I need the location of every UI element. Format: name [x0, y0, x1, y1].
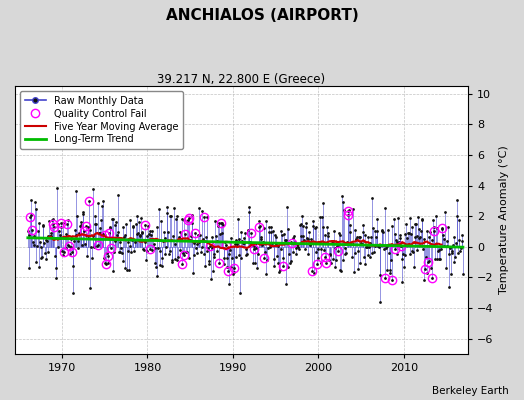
Text: ANCHIALOS (AIRPORT): ANCHIALOS (AIRPORT)	[166, 8, 358, 23]
Y-axis label: Temperature Anomaly (°C): Temperature Anomaly (°C)	[499, 146, 509, 294]
Title: 39.217 N, 22.800 E (Greece): 39.217 N, 22.800 E (Greece)	[157, 73, 325, 86]
Legend: Raw Monthly Data, Quality Control Fail, Five Year Moving Average, Long-Term Tren: Raw Monthly Data, Quality Control Fail, …	[20, 91, 183, 149]
Text: Berkeley Earth: Berkeley Earth	[432, 386, 508, 396]
